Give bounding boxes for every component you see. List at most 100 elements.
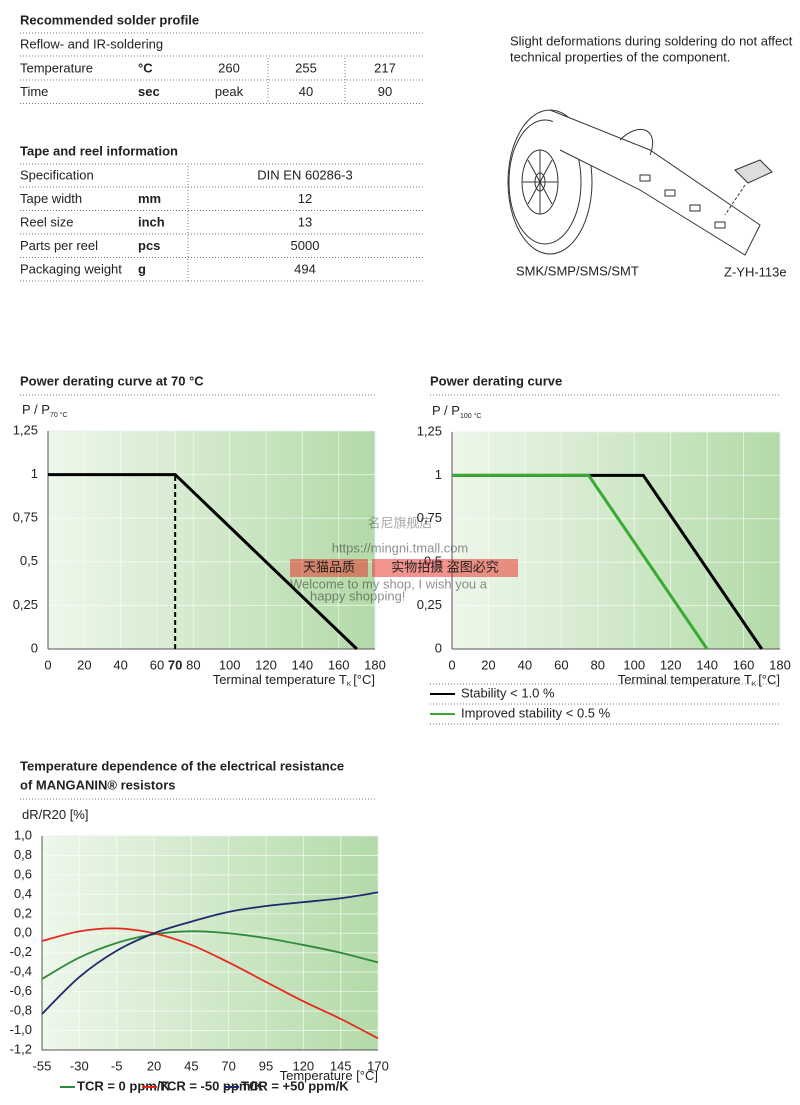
cell: 5000 [291, 238, 320, 253]
series-line [41, 891, 379, 1015]
unit: g [138, 261, 146, 276]
x-tick-label: -55 [33, 1058, 52, 1073]
y-tick-label: 1,25 [13, 422, 38, 437]
cell: peak [215, 84, 244, 99]
x-axis-label-main: Terminal temperature T [213, 672, 347, 687]
y-tick-label: -0,8 [10, 1003, 32, 1018]
section-title: Recommended solder profile [20, 12, 199, 27]
x-axis-label-unit: [°C] [353, 672, 375, 687]
legend-label: TCR = 0 ppm/K [77, 1078, 170, 1093]
y-axis-label-main: P / P [22, 402, 50, 417]
x-tick-label: 120 [292, 1058, 314, 1073]
section-title: Tape and reel information [20, 143, 178, 158]
row-label: Parts per reel [20, 238, 98, 253]
x-tick-label: 160 [733, 657, 755, 672]
y-tick-label: -0,6 [10, 983, 32, 998]
x-tick-label: 20 [481, 657, 495, 672]
y-axis-label: dR/R20 [%] [22, 807, 88, 822]
row-label: Packaging weight [20, 261, 122, 276]
x-tick-label: 40 [113, 657, 127, 672]
plot-area [451, 431, 781, 650]
series-line [48, 473, 358, 651]
cell: 13 [298, 214, 312, 229]
row-label: Specification [20, 167, 94, 182]
y-tick-label: 0,4 [14, 886, 32, 901]
series-line [41, 930, 379, 980]
x-tick-label: 140 [696, 657, 718, 672]
y-tick-label: 1,0 [14, 827, 32, 842]
watermark: 实物拍摄 盗图必究 [391, 559, 499, 574]
watermark: happy shopping! [310, 588, 405, 603]
x-axis-label-sub: K [347, 681, 352, 688]
y-tick-label: 1 [31, 466, 38, 481]
y-tick-label: 0,75 [417, 510, 442, 525]
y-axis-label-sub: 70 °C [50, 411, 68, 419]
illustration-label: SMK/SMP/SMS/SMT [516, 263, 639, 278]
x-tick-label: 70 [168, 657, 182, 672]
y-tick-label: 1,25 [417, 423, 442, 438]
plot-area [41, 835, 379, 1051]
y-tick-label: 0,2 [14, 905, 32, 920]
row-label: Time [20, 84, 48, 99]
watermark: https://mingni.tmall.com [332, 540, 469, 555]
watermark: 天猫品质 [303, 559, 355, 574]
unit: sec [138, 84, 160, 99]
cell: 494 [294, 261, 316, 276]
cell: 40 [299, 84, 313, 99]
unit: mm [138, 191, 161, 206]
plot-area [47, 430, 376, 650]
x-tick-label: 0 [448, 657, 455, 672]
x-axis-label: Temperature [°C] [280, 1068, 378, 1083]
x-axis-label-unit: [°C] [758, 672, 780, 687]
note: Slight deformations during soldering do … [510, 33, 793, 48]
x-tick-label: 100 [219, 657, 241, 672]
y-tick-label: 0 [435, 640, 442, 655]
y-tick-label: 0,5 [20, 553, 38, 568]
x-tick-label: 0 [44, 657, 51, 672]
y-tick-label: 0,25 [13, 597, 38, 612]
y-axis-label: P / P70 °C [22, 402, 68, 418]
x-tick-label: 20 [147, 1058, 161, 1073]
chart-title: Temperature dependence of the electrical… [20, 758, 344, 773]
chart-title: Power derating curve [430, 373, 562, 388]
x-tick-label: -5 [111, 1058, 123, 1073]
x-tick-label: 45 [184, 1058, 198, 1073]
x-tick-label: 120 [660, 657, 682, 672]
legend-label: TCR = +50 ppm/K [241, 1078, 349, 1093]
x-tick-label: 170 [367, 1058, 389, 1073]
y-tick-label: 1 [435, 467, 442, 482]
y-tick-label: -0,2 [10, 944, 32, 959]
x-tick-label: 70 [221, 1058, 235, 1073]
illustration-label: Z-YH-113e [724, 264, 787, 279]
note: technical properties of the component. [510, 49, 730, 64]
x-tick-label: 140 [291, 657, 313, 672]
x-tick-label: 80 [186, 657, 200, 672]
legend-label: Stability < 1.0 % [461, 685, 555, 700]
y-axis-label-main: dR/R20 [%] [22, 807, 88, 822]
x-tick-label: 60 [554, 657, 568, 672]
x-tick-label: 80 [591, 657, 605, 672]
x-tick-label: 160 [328, 657, 350, 672]
series-line [41, 927, 379, 1040]
x-tick-label: -30 [70, 1058, 89, 1073]
cell: 12 [298, 191, 312, 206]
y-tick-label: -1,2 [10, 1041, 32, 1056]
row-label: Reel size [20, 214, 73, 229]
unit: pcs [138, 238, 160, 253]
y-tick-label: 0,25 [417, 597, 442, 612]
unit: °C [138, 60, 153, 75]
chart-title: Power derating curve at 70 °C [20, 373, 204, 388]
x-tick-label: 145 [330, 1058, 352, 1073]
reel-illustration [507, 109, 773, 256]
y-axis-label: P / P100 °C [432, 403, 481, 419]
y-tick-label: 0,8 [14, 847, 32, 862]
y-axis-label-sub: 100 °C [460, 412, 481, 420]
y-tick-label: 0,6 [14, 866, 32, 881]
cell: 255 [295, 60, 317, 75]
x-tick-label: 95 [259, 1058, 273, 1073]
watermark: 名尼旗舰店 [367, 515, 432, 530]
row-label: Tape width [20, 191, 82, 206]
table-subtitle: Reflow- and IR-soldering [20, 36, 163, 51]
x-axis-label: Terminal temperature TK[°C] [213, 672, 375, 687]
